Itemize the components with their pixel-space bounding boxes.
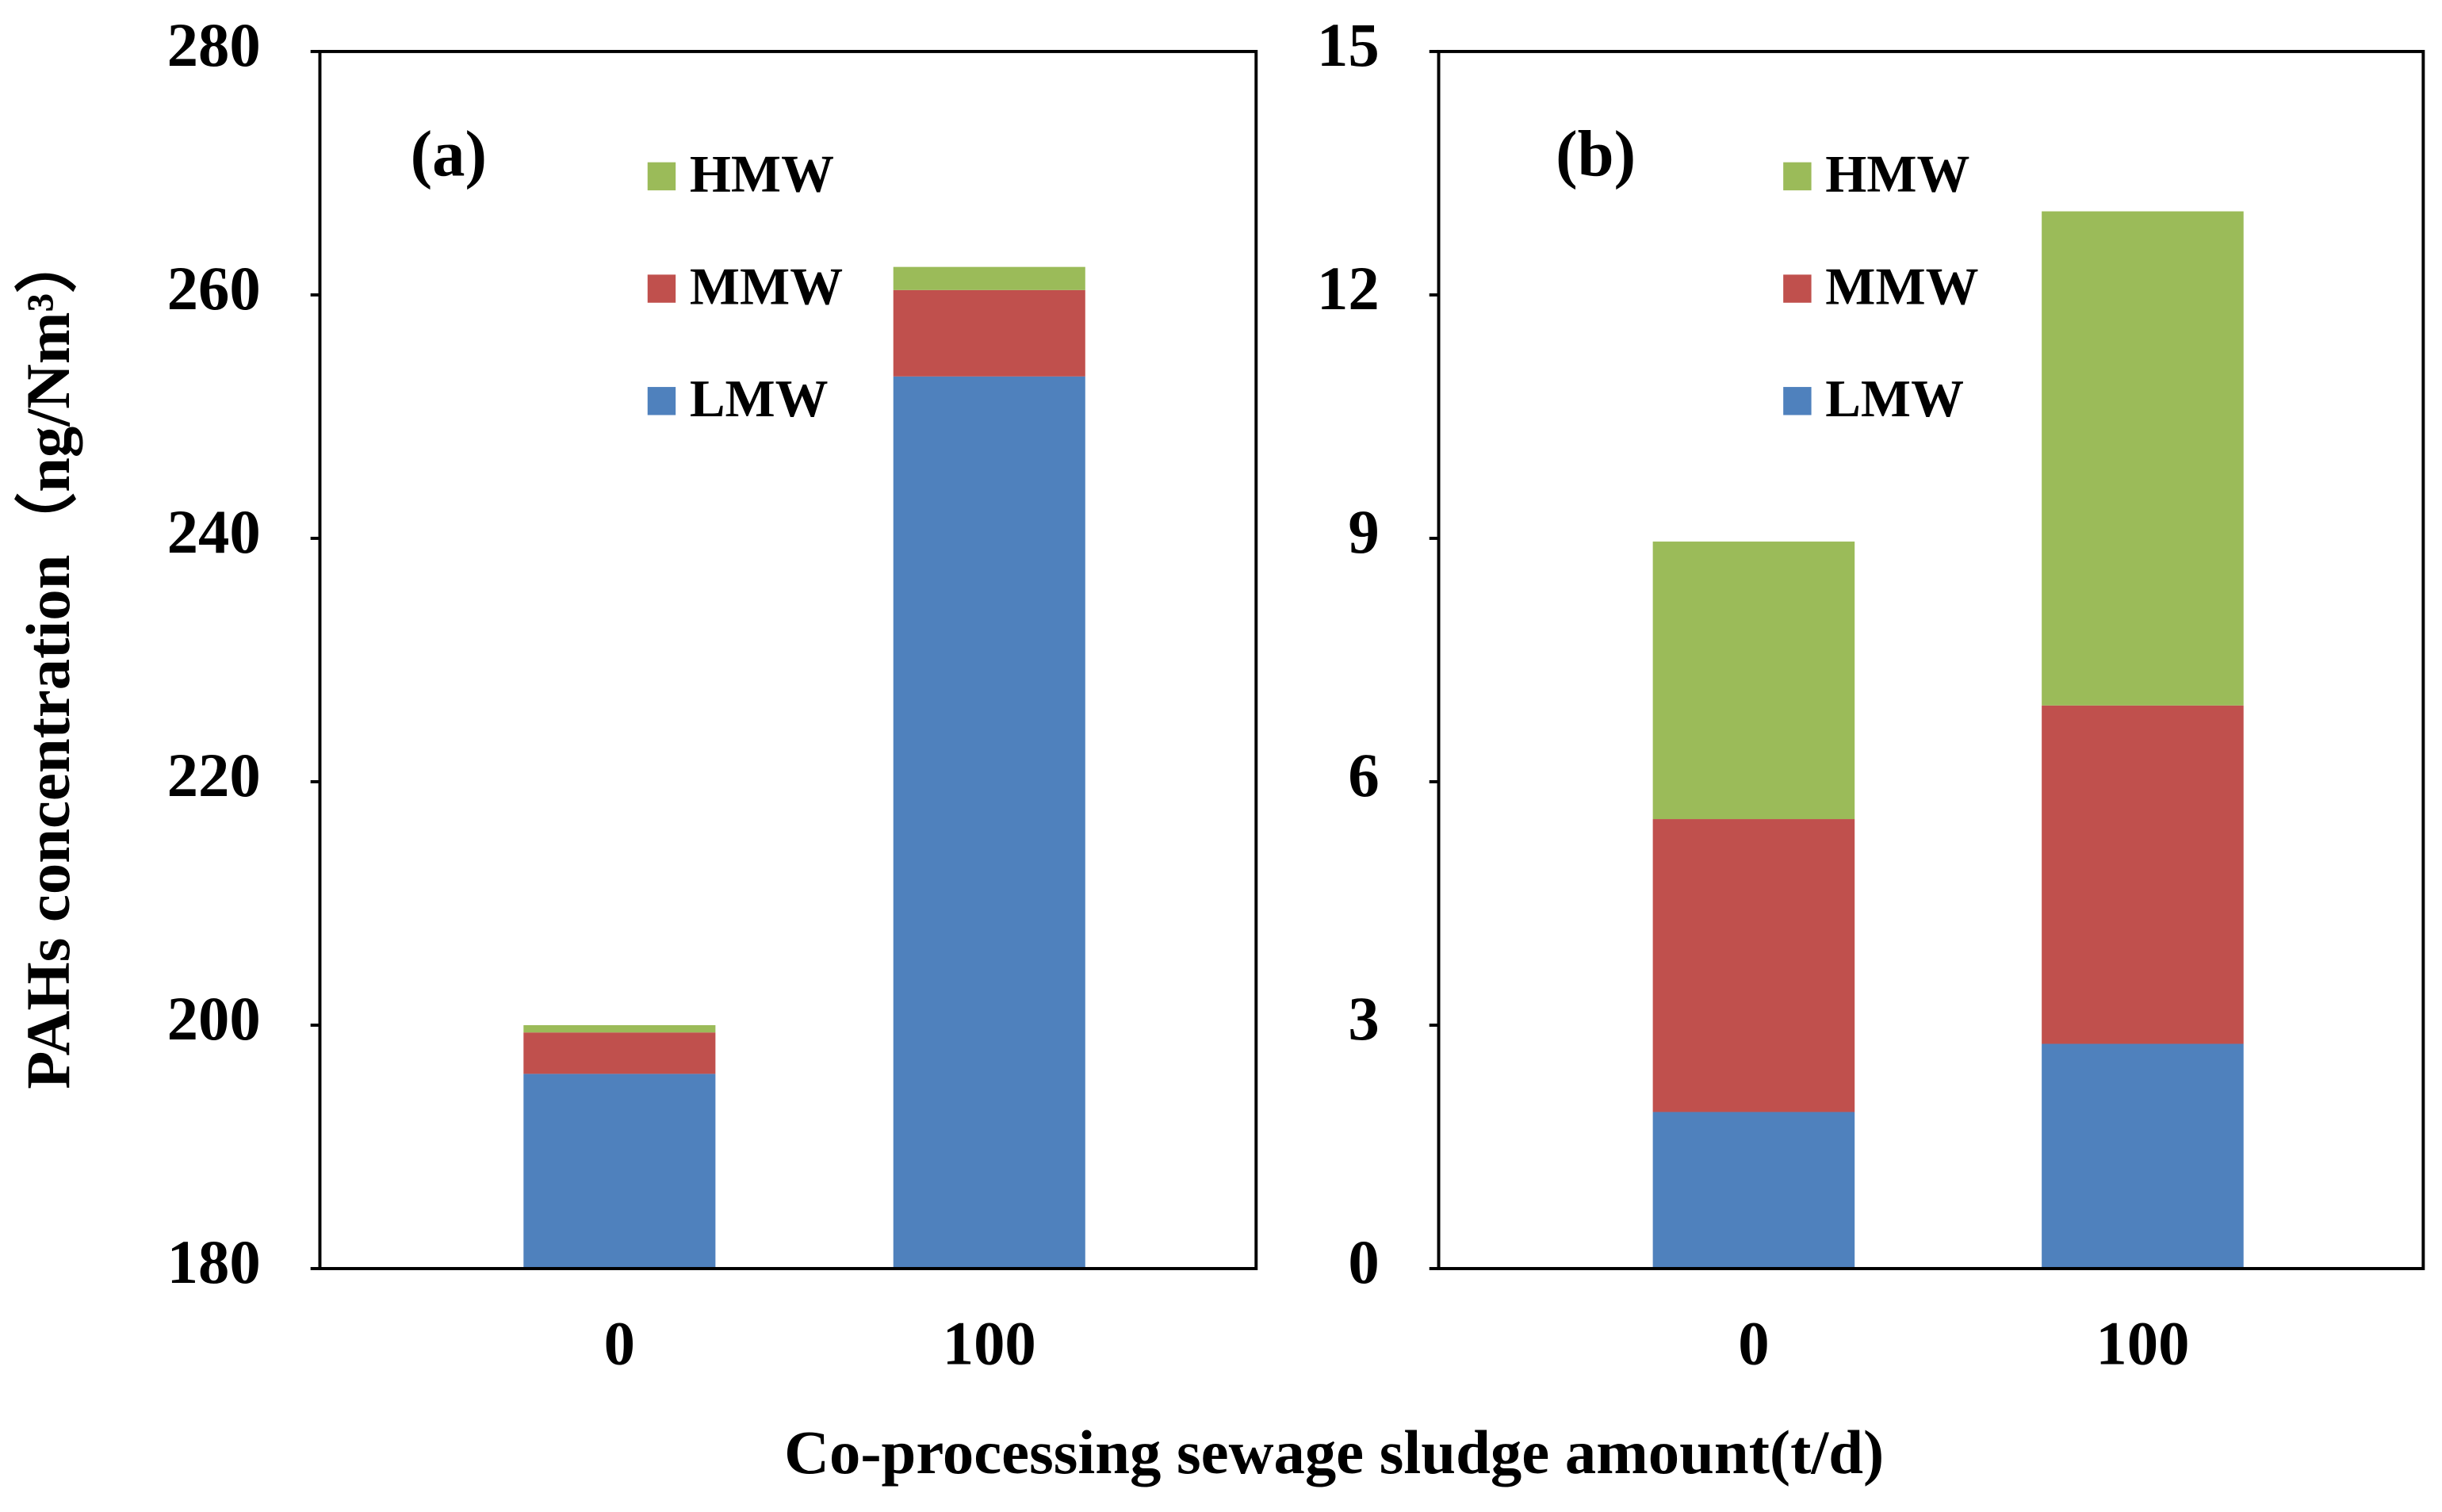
legend-label: LMW <box>1825 369 1964 428</box>
bar-segment <box>1652 819 1855 1112</box>
legend-swatch <box>647 162 676 191</box>
bar-segment <box>1652 542 1855 820</box>
bar-segment <box>2042 705 2244 1044</box>
legend-swatch <box>647 274 676 303</box>
plot-frame <box>1437 49 2425 1270</box>
x-tick-label: 100 <box>2096 1309 2189 1378</box>
legend-swatch <box>1783 162 1812 191</box>
y-tick-label: 220 <box>167 741 261 810</box>
y-tick-label: 3 <box>1348 985 1379 1054</box>
bar-segment <box>523 1074 716 1269</box>
y-tick-label: 260 <box>167 255 261 323</box>
legend-label: LMW <box>690 369 829 428</box>
y-tick-label: 200 <box>167 985 261 1054</box>
bar-segment <box>1652 1112 1855 1269</box>
bar-segment <box>2042 1043 2244 1269</box>
plot-frame <box>318 49 1258 1270</box>
legend-swatch <box>647 387 676 415</box>
x-tick-label: 100 <box>943 1309 1036 1378</box>
x-axis-label: Co-processing sewage sludge amount(t/d) <box>784 1418 1884 1487</box>
y-tick-label: 280 <box>167 11 261 80</box>
y-tick-label: 240 <box>167 498 261 567</box>
bar-segment <box>2042 211 2244 706</box>
bar-segment <box>893 289 1085 377</box>
legend-swatch <box>1783 387 1812 415</box>
y-tick-label: 0 <box>1348 1228 1379 1297</box>
legend-label: HMW <box>1825 145 1969 204</box>
legend-label: MMW <box>1825 257 1978 316</box>
bar-segment <box>523 1032 716 1074</box>
legend-label: MMW <box>690 257 843 316</box>
y-tick-label: 180 <box>167 1228 261 1297</box>
bar-segment <box>523 1024 716 1033</box>
legend-swatch <box>1783 274 1812 303</box>
y-tick-label: 6 <box>1348 741 1379 810</box>
y-tick-label: 12 <box>1317 255 1380 323</box>
panel-label: (a) <box>411 117 487 190</box>
y-tick-label: 15 <box>1317 11 1380 80</box>
panel-label: (b) <box>1556 117 1636 190</box>
x-tick-label: 0 <box>604 1309 635 1378</box>
x-tick-label: 0 <box>1738 1309 1769 1378</box>
y-tick-label: 9 <box>1348 498 1379 567</box>
bar-segment <box>893 266 1085 290</box>
legend-label: HMW <box>690 145 834 204</box>
bar-segment <box>893 376 1085 1269</box>
y-axis-label: PAHs concentration（ng/Nm³） <box>14 231 83 1089</box>
